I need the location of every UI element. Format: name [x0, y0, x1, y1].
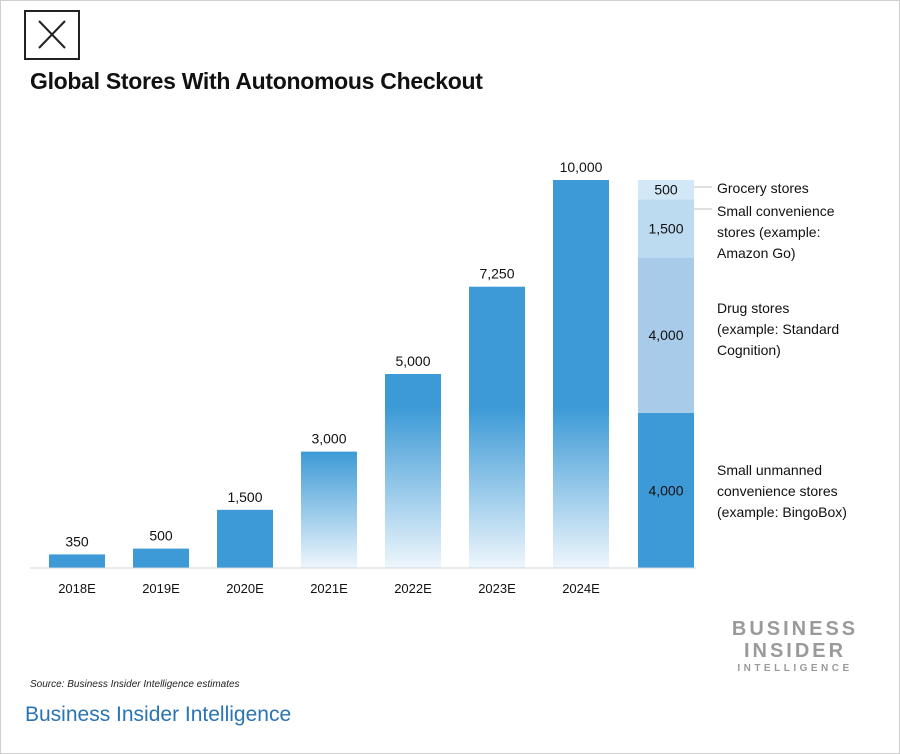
- stack-value-label: 1,500: [648, 221, 683, 237]
- stack-segment: [638, 180, 694, 200]
- x-tick-label: 2019E: [142, 581, 180, 596]
- brand-line-3: INTELLIGENCE: [737, 663, 853, 674]
- bar-2018E: [49, 554, 105, 568]
- bar-value-label: 10,000: [560, 159, 603, 175]
- bar-value-label: 1,500: [227, 489, 262, 505]
- bar-value-label: 500: [149, 528, 173, 544]
- stack-segment: [638, 257, 694, 413]
- brand-line-2: INSIDER: [743, 640, 847, 662]
- stack-value-label: 4,000: [648, 482, 683, 498]
- stack-segment-label: Small convenience stores (example: Amazon …: [717, 203, 835, 261]
- x-tick-label: 2022E: [394, 581, 432, 596]
- bar-value-label: 7,250: [479, 266, 514, 282]
- x-tick-label: 2020E: [226, 581, 264, 596]
- bar-2022E: [385, 374, 441, 568]
- stack-segment: [638, 199, 694, 258]
- brand-logo: BUSINESS INSIDER INTELLIGENCE: [718, 618, 872, 676]
- x-tick-label: 2023E: [478, 581, 516, 596]
- close-icon: [38, 20, 66, 49]
- bar-2021E: [301, 451, 357, 568]
- bar-2020E: [217, 509, 273, 568]
- chart-title: Global Stores With Autonomous Checkout: [30, 68, 483, 94]
- stack-segment: [638, 412, 694, 568]
- stack-segment-label: Drug stores (example: Standard Cognition): [717, 300, 839, 358]
- source-note: Source: Business Insider Intelligence es…: [30, 679, 240, 690]
- x-tick-label: 2021E: [310, 581, 348, 596]
- bar-2023E: [469, 286, 525, 568]
- close-button[interactable]: [24, 10, 80, 60]
- stack-value-label: 4,000: [648, 327, 683, 343]
- x-tick-label: 2024E: [562, 581, 600, 596]
- stack-segment-label: Small unmanned convenience stores (example…: [717, 462, 847, 520]
- bar-2019E: [133, 548, 189, 568]
- bar-value-label: 3,000: [311, 431, 346, 447]
- bar-2024E: [553, 180, 609, 568]
- stack-segment-label: Grocery stores: [717, 180, 809, 196]
- brand-line-1: BUSINESS: [731, 618, 859, 640]
- x-tick-label: 2018E: [58, 581, 96, 596]
- business-insider-intelligence-link[interactable]: Business Insider Intelligence: [25, 703, 292, 726]
- stack-value-label: 500: [654, 182, 678, 198]
- bar-value-label: 5,000: [395, 353, 430, 369]
- bar-value-label: 350: [65, 533, 89, 549]
